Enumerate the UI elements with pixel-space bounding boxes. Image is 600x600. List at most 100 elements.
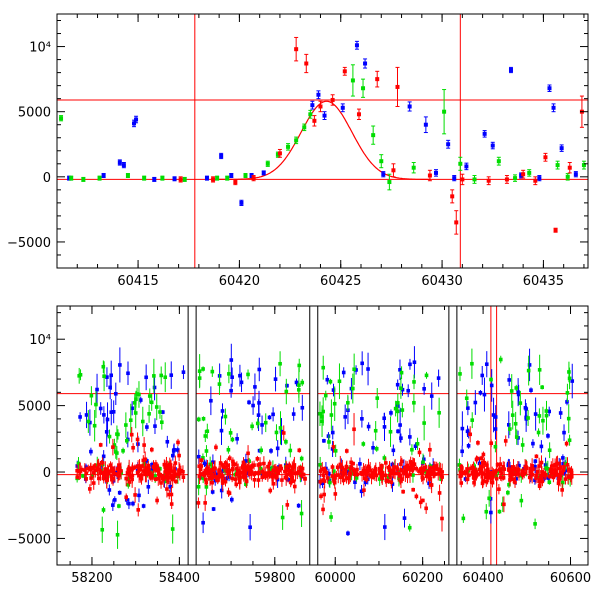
data-point — [358, 462, 362, 466]
data-point — [291, 479, 295, 483]
data-point — [226, 447, 231, 452]
data-point — [510, 470, 514, 475]
season-series-2 — [75, 413, 574, 532]
data-point — [227, 471, 231, 476]
data-point — [149, 400, 154, 405]
data-point — [153, 474, 157, 479]
data-point — [369, 474, 374, 479]
data-point — [104, 478, 109, 483]
data-point — [113, 471, 117, 476]
data-point — [427, 173, 432, 178]
data-point — [480, 373, 485, 378]
data-point — [391, 168, 396, 173]
data-point — [117, 504, 121, 508]
data-point — [425, 472, 430, 476]
data-point — [412, 360, 417, 365]
data-point — [327, 478, 332, 483]
data-point — [271, 481, 276, 486]
data-point — [491, 413, 496, 417]
data-point — [534, 454, 539, 459]
data-point — [262, 471, 266, 476]
data-point — [489, 377, 493, 382]
data-point — [150, 447, 154, 452]
data-point — [299, 456, 304, 461]
data-point — [562, 465, 566, 469]
data-point — [442, 109, 447, 114]
data-point — [533, 412, 538, 416]
data-point — [484, 509, 489, 514]
data-point — [156, 476, 161, 481]
data-point — [174, 479, 178, 484]
data-point — [133, 465, 137, 470]
data-point — [284, 389, 289, 394]
data-point — [470, 361, 474, 366]
data-point — [512, 467, 517, 472]
data-point — [142, 443, 146, 447]
data-point — [145, 425, 149, 429]
data-point — [155, 468, 160, 473]
data-point — [312, 118, 317, 123]
data-point — [263, 474, 268, 479]
data-point — [472, 177, 477, 182]
x-tick-label: 60425 — [320, 274, 361, 289]
y-tick-label: 5000 — [18, 400, 51, 415]
data-point — [474, 471, 479, 475]
data-point — [421, 460, 425, 465]
data-point — [569, 468, 574, 473]
data-point — [496, 159, 501, 164]
data-point — [553, 470, 558, 474]
data-point — [204, 477, 208, 482]
x-tick-label: 60600 — [550, 571, 591, 586]
data-point — [255, 457, 260, 461]
data-point — [398, 423, 402, 427]
data-point — [229, 358, 234, 362]
data-point — [318, 104, 323, 109]
data-point — [267, 461, 272, 466]
data-point — [135, 437, 140, 442]
data-point — [124, 423, 128, 427]
data-point — [249, 465, 253, 469]
data-point — [137, 473, 141, 478]
data-point — [126, 483, 131, 487]
data-point — [568, 474, 572, 479]
data-point — [133, 411, 138, 415]
data-point — [424, 373, 429, 378]
data-point — [223, 461, 228, 465]
data-point — [437, 491, 442, 495]
data-point — [490, 480, 495, 485]
data-point — [235, 437, 239, 441]
data-point — [146, 463, 151, 468]
data-point — [377, 466, 382, 471]
data-point — [126, 371, 130, 376]
data-point — [481, 461, 486, 466]
y-tick-label: −5000 — [7, 532, 51, 547]
data-point — [355, 467, 359, 472]
data-point — [428, 447, 432, 452]
data-point — [142, 462, 147, 466]
data-point — [277, 468, 282, 473]
data-point — [88, 487, 92, 491]
data-point — [321, 507, 325, 512]
data-point — [364, 472, 369, 477]
data-point — [333, 449, 338, 453]
data-point — [75, 468, 79, 473]
data-point — [407, 525, 412, 530]
data-point — [493, 470, 498, 474]
data-point — [405, 474, 410, 479]
data-point — [481, 479, 485, 483]
data-point — [260, 475, 265, 479]
data-point — [299, 473, 304, 478]
data-point — [211, 177, 216, 182]
data-point — [566, 475, 570, 479]
data-point — [498, 357, 503, 362]
data-point — [231, 466, 235, 471]
data-point — [428, 466, 433, 470]
data-point — [331, 388, 336, 392]
data-point — [351, 468, 356, 473]
data-point — [549, 467, 554, 472]
data-point — [567, 438, 572, 443]
data-point — [412, 400, 416, 405]
data-point — [427, 477, 432, 481]
data-point — [543, 155, 548, 160]
data-point — [108, 385, 112, 390]
